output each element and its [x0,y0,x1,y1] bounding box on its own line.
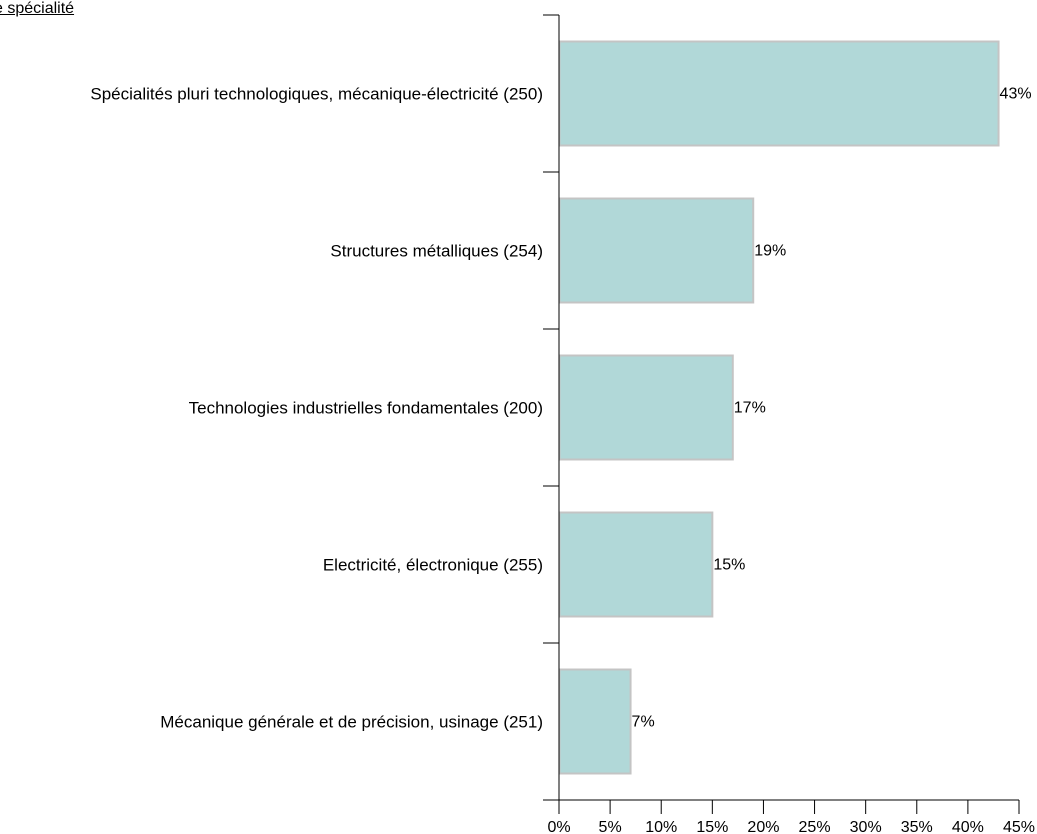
category-label: Spécialités pluri technologiques, mécani… [90,85,543,104]
bar [558,40,1000,147]
value-label: 7% [632,714,655,731]
x-tick-label: 25% [799,819,831,834]
x-tick-label: 20% [747,819,779,834]
labels-group: Spécialités pluri technologiques, mécani… [90,85,1035,834]
value-label: 17% [734,400,766,417]
bar [558,354,734,461]
bars-group [558,40,1000,775]
value-label: 15% [713,557,745,574]
bar [558,511,714,618]
category-label: Technologies industrielles fondamentales… [189,399,543,418]
category-label: Mécanique générale et de précision, usin… [160,713,543,732]
x-tick-label: 15% [696,819,728,834]
chart-title: e spécialité [0,0,75,17]
category-label: Electricité, électronique (255) [323,556,543,575]
x-tick-label: 30% [850,819,882,834]
x-tick-label: 0% [547,819,570,834]
x-tick-label: 45% [1003,819,1035,834]
value-label: 19% [754,243,786,260]
x-tick-label: 35% [901,819,933,834]
bar [558,668,632,775]
x-tick-label: 10% [645,819,677,834]
x-tick-label: 5% [599,819,622,834]
axes-group [543,14,1020,814]
bar [558,197,755,304]
category-label: Structures métalliques (254) [330,242,543,261]
x-tick-label: 40% [952,819,984,834]
value-label: 43% [1000,86,1032,103]
